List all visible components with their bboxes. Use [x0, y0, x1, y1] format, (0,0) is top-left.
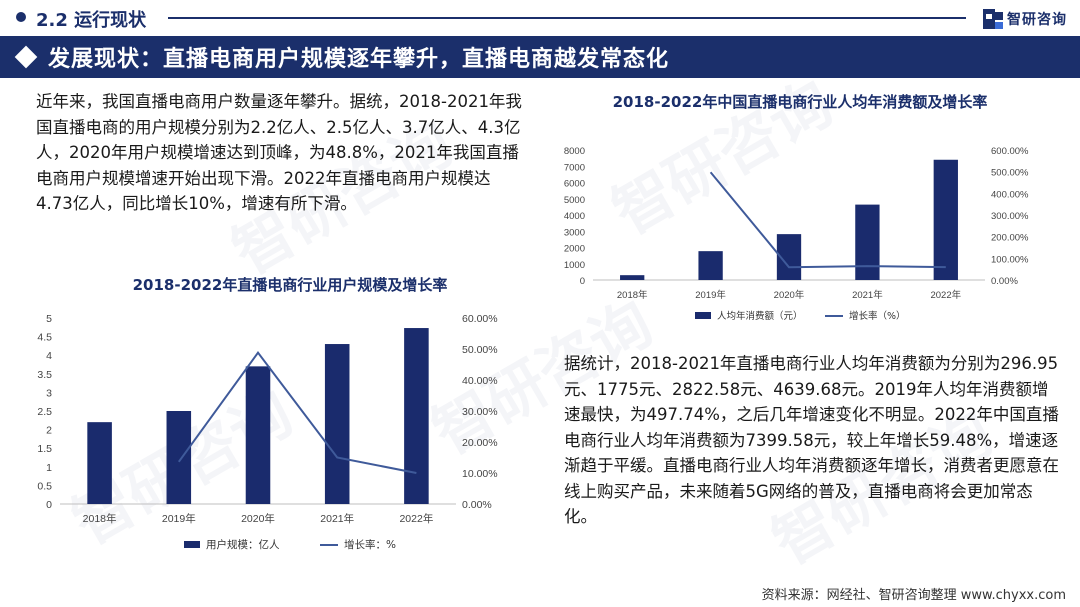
- y-tick-label: 0: [46, 499, 52, 511]
- legend-bar-swatch: [695, 312, 711, 319]
- brand-logo-icon: [983, 9, 1003, 29]
- growth-rate-line: [177, 351, 417, 474]
- intro-paragraph: 近年来，我国直播电商用户数量逐年攀升。据统，2018-2021年我国直播电商的用…: [36, 92, 522, 213]
- y2-tick-label: 10.00%: [462, 468, 498, 480]
- brand-logo: 智研咨询: [983, 7, 1067, 31]
- diamond-icon: [14, 45, 38, 69]
- y2-tick-label: 0.00%: [991, 276, 1018, 287]
- x-tick-label: 2022年: [399, 512, 433, 525]
- consumption-chart: 0 1000 2000 3000 4000 5000 6000 7000 8000 0.00% 10…: [564, 146, 1029, 322]
- y-tick-label: 8000: [564, 146, 585, 157]
- x-tick-label: 2019年: [162, 512, 196, 525]
- y2-tick-label: 100.00%: [991, 254, 1029, 265]
- chart1-title: 2018-2022年直播电商行业用户规模及增长率: [132, 276, 448, 294]
- y2-tick-label: 500.00%: [991, 168, 1029, 179]
- y-tick-label: 3000: [564, 227, 585, 238]
- bar: [166, 411, 192, 504]
- y-tick-label: 3.5: [37, 369, 52, 381]
- user-scale-chart: 00.511.522.533.544.550.00%10.00%20.00%30…: [37, 313, 498, 551]
- growth-rate-line: [709, 171, 946, 269]
- bar: [245, 366, 271, 504]
- y-tick-label: 1000: [564, 260, 585, 271]
- y2-tick-label: 200.00%: [991, 233, 1029, 244]
- y2-tick-label: 0.00%: [462, 499, 492, 511]
- y-tick-label: 6000: [564, 179, 585, 190]
- y-tick-label: 2: [46, 425, 52, 437]
- x-tick-label: 2018年: [617, 289, 648, 301]
- y-tick-label: 4: [46, 350, 52, 362]
- bar: [324, 344, 350, 504]
- y-tick-label: 4000: [564, 211, 585, 222]
- page-headline: 发展现状：直播电商用户规模逐年攀升，直播电商越发常态化: [48, 47, 670, 72]
- brand-name: 智研咨询: [1007, 12, 1067, 28]
- section-title: 2.2 运行现状: [36, 10, 147, 31]
- x-tick-label: 2019年: [695, 289, 726, 301]
- y2-tick-label: 20.00%: [462, 437, 498, 449]
- legend-bar-label: 用户规模：亿人: [206, 538, 280, 551]
- x-tick-label: 2020年: [241, 512, 275, 525]
- x-tick-label: 2018年: [83, 512, 117, 525]
- y-tick-label: 2000: [564, 244, 585, 255]
- y-tick-label: 3: [46, 387, 52, 399]
- x-tick-label: 2020年: [774, 289, 805, 301]
- y2-tick-label: 40.00%: [462, 375, 498, 387]
- legend-bar-label: 人均年消费额（元）: [717, 310, 803, 322]
- y-tick-label: 4.5: [37, 332, 52, 344]
- y-tick-label: 5000: [564, 195, 585, 206]
- y-tick-label: 0.5: [37, 480, 52, 492]
- x-tick-label: 2021年: [852, 289, 883, 301]
- y2-tick-label: 50.00%: [462, 344, 498, 356]
- x-tick-label: 2021年: [320, 512, 354, 525]
- bar: [404, 328, 429, 504]
- y-tick-label: 1: [46, 462, 52, 474]
- bullet-dot-icon: [16, 12, 26, 22]
- y2-tick-label: 600.00%: [991, 146, 1029, 157]
- y2-tick-label: 30.00%: [462, 406, 498, 418]
- y-tick-label: 5: [46, 313, 52, 325]
- y2-tick-label: 60.00%: [462, 313, 498, 325]
- y-tick-label: 1.5: [37, 443, 52, 455]
- header-rule: [168, 17, 966, 19]
- bar: [620, 275, 645, 280]
- source-note: 资料来源：网经社、智研咨询整理 www.chyxx.com: [761, 588, 1066, 603]
- y-tick-label: 0: [580, 276, 585, 287]
- bar: [698, 251, 723, 280]
- bar: [87, 422, 112, 504]
- y2-tick-label: 400.00%: [991, 189, 1029, 200]
- bar: [855, 204, 880, 280]
- bar: [933, 159, 958, 280]
- chart2-title: 2018-2022年中国直播电商行业人均年消费额及增长率: [612, 93, 988, 111]
- y2-tick-label: 300.00%: [991, 211, 1029, 222]
- headline-banner: 发展现状：直播电商用户规模逐年攀升，直播电商越发常态化: [0, 36, 1080, 78]
- legend-line-label: 增长率（%）: [849, 310, 906, 322]
- y-tick-label: 7000: [564, 162, 585, 173]
- legend-line-label: 增长率：%: [344, 538, 396, 551]
- top-bar: 2.2 运行现状 智研咨询: [0, 0, 1080, 36]
- legend-bar-swatch: [184, 541, 200, 548]
- analysis-paragraph: 据统计，2018-2021年直播电商行业人均年消费额为分别为296.95元、17…: [564, 354, 1059, 526]
- x-tick-label: 2022年: [930, 289, 961, 301]
- y-tick-label: 2.5: [37, 406, 52, 418]
